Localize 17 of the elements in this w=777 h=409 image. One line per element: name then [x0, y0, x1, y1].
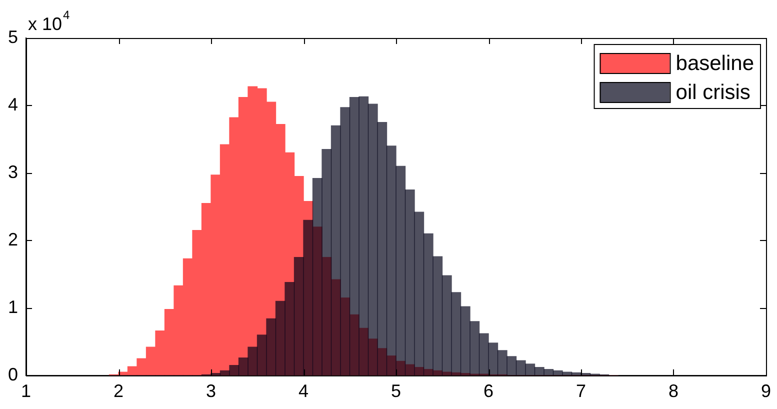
x-tick-label: 5 — [390, 381, 402, 402]
x-tick-label: 7 — [576, 381, 586, 402]
x-tick-label: 3 — [206, 381, 216, 402]
y-tick-label: 2 — [8, 229, 18, 250]
x-tick-label: 1 — [21, 381, 32, 402]
y-tick-label: 0 — [8, 364, 18, 384]
y-tick-label: 1 — [8, 296, 18, 317]
legend-label: oil crisis — [676, 80, 750, 104]
y-tick-label: 4 — [8, 94, 18, 114]
x-tick-label: 8 — [668, 381, 679, 402]
x-tick-label: 4 — [298, 381, 309, 402]
legend-label: baseline — [676, 52, 754, 75]
x-tick-label: 2 — [114, 381, 124, 402]
x-tick-label: 6 — [483, 381, 494, 402]
x-tick-label: 9 — [760, 381, 771, 402]
y-tick-label: 5 — [8, 26, 18, 47]
y-tick-label: 3 — [8, 162, 18, 182]
